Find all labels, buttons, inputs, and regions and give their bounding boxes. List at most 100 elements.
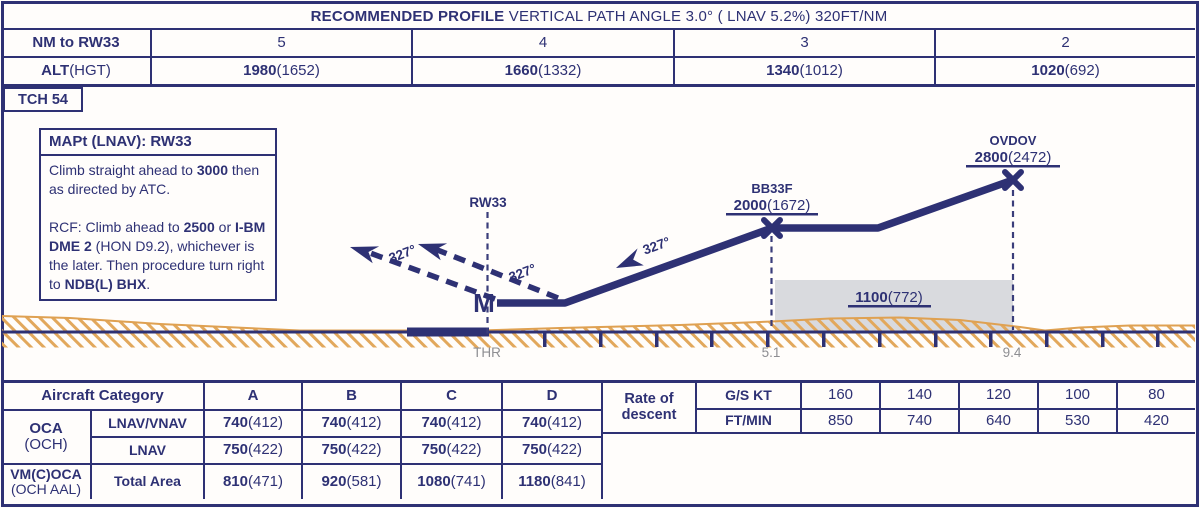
minima-value: 750(422) bbox=[321, 441, 382, 459]
altitude-underline bbox=[726, 213, 818, 216]
fix-altitude: 2800(2472) bbox=[975, 149, 1052, 166]
course-label: 327° bbox=[387, 242, 418, 266]
lnav-row-label: LNAV bbox=[128, 441, 167, 458]
category-d-header: D bbox=[546, 386, 558, 404]
ftmin-value: 640 bbox=[985, 411, 1012, 429]
gs-value: 140 bbox=[906, 386, 933, 404]
header-title-rest: VERTICAL PATH ANGLE 3.0° ( LNAV 5.2%) 32… bbox=[504, 7, 888, 25]
grid-line bbox=[1037, 380, 1039, 434]
alt-label-bold: ALT bbox=[41, 61, 70, 79]
gs-value: 80 bbox=[1148, 386, 1165, 404]
grid-line bbox=[411, 28, 413, 86]
rate-of-descent-label: Rate of descent bbox=[621, 390, 677, 423]
fix-name: BB33F bbox=[751, 181, 792, 196]
runway-symbol bbox=[407, 327, 489, 337]
fix-altitude: 2000(1672) bbox=[734, 197, 811, 214]
rcf-instruction: RCF: Climb ahead to 2500 or I-BM DME 2 (… bbox=[49, 219, 266, 292]
distance-ticks bbox=[543, 331, 1160, 347]
rw33-label: RW33 bbox=[469, 195, 507, 210]
grid-line bbox=[301, 380, 303, 499]
ftmin-value: 850 bbox=[827, 411, 854, 429]
grid-line bbox=[150, 28, 152, 86]
terrain-hatch-band bbox=[2, 333, 1195, 348]
recommended-profile-header: RECOMMENDED PROFILE VERTICAL PATH ANGLE … bbox=[4, 4, 1194, 28]
terrain-surface-line bbox=[1, 315, 1195, 332]
missed-approach-line-2 bbox=[428, 244, 560, 301]
alt-value: 1660(1332) bbox=[504, 61, 582, 79]
tch-box: TCH 54 bbox=[3, 87, 83, 112]
course-label: 327° bbox=[507, 261, 538, 285]
gs-kt-label: G/S KT bbox=[725, 386, 772, 403]
ftmin-value: 740 bbox=[906, 411, 933, 429]
grid-line bbox=[90, 436, 601, 438]
minima-value: 740(412) bbox=[321, 414, 382, 432]
grid-line bbox=[601, 380, 603, 499]
thr-label: THR bbox=[473, 345, 501, 360]
alt-value: 1980(1652) bbox=[243, 61, 320, 79]
alt-value: 1340(1012) bbox=[766, 61, 843, 79]
minima-value: 740(412) bbox=[222, 414, 284, 432]
fix-symbol-ovdov bbox=[1002, 169, 1024, 191]
altitude-underline bbox=[848, 305, 931, 308]
lnav-vnav-row-label: LNAV/VNAV bbox=[108, 414, 187, 431]
alt-row-label: ALT(HGT) bbox=[2, 58, 150, 84]
nm-value: 5 bbox=[277, 33, 286, 51]
grid-line bbox=[1116, 380, 1118, 434]
altitude-underline bbox=[966, 165, 1060, 168]
grid-line bbox=[203, 380, 205, 499]
mapt-instruction: Climb straight ahead to 3000 then as dir… bbox=[49, 162, 260, 197]
ftmin-value: 530 bbox=[1064, 411, 1091, 429]
category-a-header: A bbox=[247, 386, 259, 404]
distance-scale-line bbox=[2, 330, 1195, 334]
aircraft-category-header: Aircraft Category bbox=[41, 386, 164, 404]
fix-name: OVDOV bbox=[990, 133, 1037, 148]
grid-line bbox=[697, 408, 1195, 410]
grid-line bbox=[958, 380, 960, 434]
nm-value: 2 bbox=[1061, 33, 1070, 51]
minima-value: 920(581) bbox=[321, 472, 382, 490]
nm-row-label: NM to RW33 bbox=[32, 33, 120, 51]
grid-line bbox=[800, 380, 802, 434]
minima-value: 740(412) bbox=[521, 414, 583, 432]
minima-value: 810(471) bbox=[222, 472, 284, 490]
fix-symbol-bb33f bbox=[761, 217, 783, 239]
missed-approach-arrow-icon bbox=[418, 243, 448, 261]
grid-line bbox=[2, 84, 1195, 87]
minima-value: 1080(741) bbox=[417, 472, 486, 490]
grid-line bbox=[673, 28, 675, 86]
mapt-box: MAPt (LNAV): RW33 Climb straight ahead t… bbox=[39, 128, 277, 301]
missed-approach-line-1 bbox=[361, 247, 496, 302]
alt-value: 1020(692) bbox=[1031, 61, 1100, 79]
minima-value: 740(412) bbox=[421, 414, 482, 432]
nm-value: 4 bbox=[538, 33, 548, 51]
grid-line bbox=[934, 28, 936, 86]
vmc-oca-row-group-label: VM(C)OCA (OCH AAL) bbox=[10, 465, 82, 497]
segment-min-altitude: 1100(772) bbox=[855, 289, 923, 306]
category-b-header: B bbox=[346, 386, 357, 404]
grid-line bbox=[2, 28, 1195, 30]
missed-approach-arrow-icon bbox=[350, 246, 380, 264]
grid-line bbox=[400, 380, 402, 499]
mapt-symbol: M bbox=[473, 288, 495, 318]
ftmin-value: 420 bbox=[1143, 411, 1170, 429]
oca-row-group-label: OCA (OCH) bbox=[24, 419, 68, 453]
grid-line bbox=[2, 56, 1195, 58]
category-c-header: C bbox=[446, 386, 457, 404]
grid-line bbox=[90, 409, 92, 499]
fix-distance: 9.4 bbox=[1003, 345, 1022, 360]
grid-line bbox=[879, 380, 881, 434]
gs-value: 120 bbox=[985, 386, 1012, 404]
fix-distance: 5.1 bbox=[762, 345, 781, 360]
grid-line bbox=[695, 380, 697, 434]
grid-line bbox=[603, 432, 1195, 434]
course-label: 327° bbox=[641, 234, 672, 258]
grid-line bbox=[2, 380, 1195, 383]
mapt-box-title: MAPt (LNAV): RW33 bbox=[41, 130, 275, 156]
terrain-profile-fill bbox=[2, 316, 1195, 332]
final-approach-arrow-icon bbox=[616, 248, 644, 268]
gs-value: 160 bbox=[827, 386, 854, 404]
minima-value: 750(422) bbox=[222, 441, 284, 459]
